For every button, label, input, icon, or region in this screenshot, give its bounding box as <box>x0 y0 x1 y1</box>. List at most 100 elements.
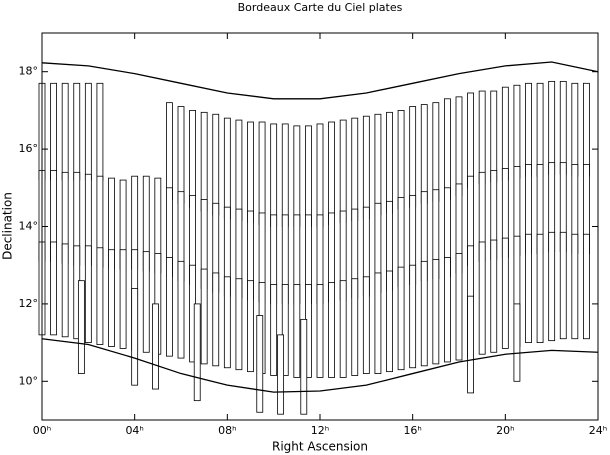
plate <box>490 239 498 353</box>
plate <box>281 284 289 376</box>
plate <box>200 268 208 365</box>
plate <box>166 102 173 200</box>
plate <box>256 315 264 413</box>
y-tick-label: 10° <box>19 374 39 387</box>
plate <box>501 86 509 181</box>
plate <box>478 90 486 185</box>
plate <box>247 280 254 373</box>
x-tick-label: 12ʰ <box>311 424 329 437</box>
y-tick-label: 18° <box>19 65 39 78</box>
plate <box>166 257 173 357</box>
x-tick-label: 20ʰ <box>496 424 514 437</box>
plate <box>362 276 370 374</box>
plate <box>50 241 57 336</box>
plate <box>328 121 335 225</box>
plate <box>444 257 451 363</box>
plate <box>536 233 544 344</box>
plate <box>374 272 382 374</box>
plate <box>223 117 231 220</box>
plate <box>77 280 85 374</box>
plate <box>444 98 451 200</box>
x-tick-label: 16ʰ <box>403 424 421 437</box>
plate <box>351 278 359 376</box>
plate <box>409 264 417 369</box>
plate <box>467 92 474 189</box>
plate <box>73 82 81 181</box>
plate <box>525 233 532 344</box>
plate <box>432 102 440 202</box>
plate <box>397 266 405 371</box>
plate <box>281 123 289 227</box>
plate <box>177 260 185 359</box>
plate <box>513 84 521 179</box>
plate <box>316 123 324 227</box>
plate <box>559 231 567 340</box>
x-tick-label: 08ʰ <box>218 424 236 437</box>
plate <box>200 111 208 212</box>
plate <box>386 270 393 373</box>
plate <box>559 80 567 175</box>
plate <box>258 121 266 225</box>
plate <box>374 113 382 216</box>
plate <box>270 123 278 227</box>
y-tick-label: 14° <box>19 220 39 233</box>
plate <box>131 288 139 386</box>
plate <box>339 119 347 224</box>
plate <box>235 119 243 222</box>
plate <box>212 113 220 216</box>
plate <box>409 106 417 208</box>
plate <box>61 243 69 338</box>
plate <box>189 110 196 208</box>
plate <box>351 117 359 222</box>
boundary-curve <box>41 61 599 100</box>
plate <box>455 96 463 196</box>
plate <box>84 245 92 344</box>
plate <box>316 284 324 378</box>
plate <box>525 82 532 177</box>
plate <box>548 231 556 342</box>
plate <box>300 318 308 415</box>
plate <box>96 82 104 181</box>
chart-title: Bordeaux Carte du Ciel plates <box>238 1 403 14</box>
plate <box>177 106 185 204</box>
plate <box>84 82 92 181</box>
plate <box>193 303 201 402</box>
plate <box>420 260 428 367</box>
plate <box>50 82 57 181</box>
plate <box>583 82 590 177</box>
y-tick-label: 16° <box>19 142 39 155</box>
plate <box>293 125 301 227</box>
x-axis-label: Right Ascension <box>272 440 368 454</box>
plate <box>583 233 590 340</box>
x-tick-label: 24ʰ <box>589 424 607 437</box>
plate <box>305 125 312 227</box>
y-tick-label: 12° <box>19 297 39 310</box>
plate <box>501 237 509 349</box>
plate <box>96 247 104 345</box>
boundary-curve <box>41 338 599 393</box>
plate <box>420 104 428 204</box>
plate <box>513 303 521 382</box>
plate <box>212 272 220 367</box>
plate <box>119 249 127 349</box>
plate <box>223 276 231 369</box>
plate <box>536 82 544 177</box>
plate <box>467 295 474 394</box>
plate <box>571 233 579 340</box>
plate <box>478 241 486 355</box>
plate <box>152 303 159 390</box>
plate <box>362 115 370 220</box>
x-tick-label: 04ʰ <box>125 424 143 437</box>
plate <box>339 280 347 378</box>
y-axis-label: Declination <box>1 192 15 260</box>
plate <box>455 253 463 361</box>
plate <box>270 284 278 376</box>
plate <box>490 90 498 183</box>
plate <box>328 282 335 378</box>
x-tick-label: 00ʰ <box>33 424 51 437</box>
plate <box>571 82 579 177</box>
plate <box>548 80 556 175</box>
plate <box>247 121 254 224</box>
